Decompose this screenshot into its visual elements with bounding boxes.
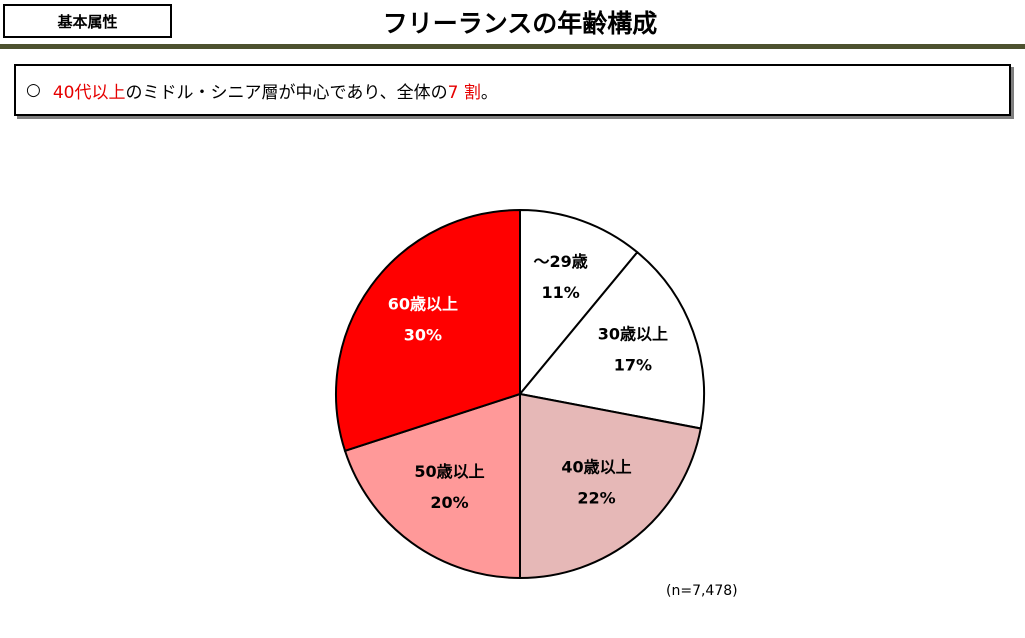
summary-highlight-age: 40代以上 xyxy=(52,82,126,103)
summary-text: のミドル・シニア層が中心であり、全体の xyxy=(125,82,448,103)
slice-value-3: 22% xyxy=(577,489,615,508)
slice-value-4: 20% xyxy=(430,493,468,512)
slice-label-3: 40歳以上 xyxy=(561,458,631,477)
pie-slice-5 xyxy=(335,208,521,453)
slice-label-4: 50歳以上 xyxy=(414,462,484,481)
header-divider xyxy=(0,44,1025,49)
pie-slice-2 xyxy=(518,250,705,430)
section-tag: 基本属性 xyxy=(3,4,172,38)
slice-value-1: 11% xyxy=(541,283,579,302)
slice-label-5: 60歳以上 xyxy=(388,295,458,314)
pie-slice-4 xyxy=(343,392,521,580)
bullet-circle: ○ xyxy=(26,80,41,100)
pie-slice-3 xyxy=(519,392,702,580)
summary-text-end: 。 xyxy=(480,82,498,103)
slice-label-1: ～29歳 xyxy=(533,252,587,271)
slice-value-5: 30% xyxy=(404,326,442,345)
summary-box: ○ 40代以上 のミドル・シニア層が中心であり、全体の 7 割 。 xyxy=(14,64,1011,116)
page-title: フリーランスの年齢構成 xyxy=(382,9,658,38)
pie-slice-1 xyxy=(519,208,639,397)
slice-value-2: 17% xyxy=(614,355,652,374)
sample-size-note: (n=7,478) xyxy=(666,583,738,599)
slice-label-2: 30歳以上 xyxy=(598,324,668,343)
summary-highlight-share: 7 割 xyxy=(447,82,481,103)
